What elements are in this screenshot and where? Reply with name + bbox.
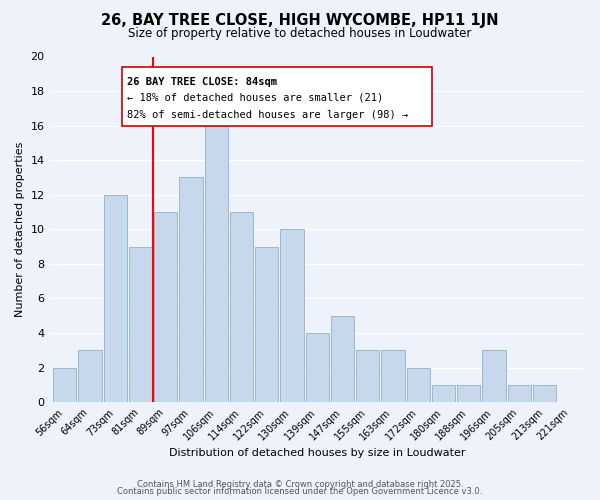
Bar (104, 195, 127, 402)
Bar (205, 108, 228, 402)
Bar (53, 368, 76, 402)
Bar (331, 316, 354, 402)
X-axis label: Distribution of detached houses by size in Loudwater: Distribution of detached houses by size … (169, 448, 466, 458)
Bar (382, 350, 404, 402)
Bar (255, 246, 278, 402)
Bar (482, 350, 506, 402)
Bar (457, 385, 481, 402)
Bar (407, 368, 430, 402)
Text: 82% of semi-detached houses are larger (98) →: 82% of semi-detached houses are larger (… (127, 110, 409, 120)
Bar (79, 350, 101, 402)
Bar (154, 212, 178, 402)
Text: ← 18% of detached houses are smaller (21): ← 18% of detached houses are smaller (21… (127, 93, 383, 103)
Text: 26, BAY TREE CLOSE, HIGH WYCOMBE, HP11 1JN: 26, BAY TREE CLOSE, HIGH WYCOMBE, HP11 1… (101, 12, 499, 28)
Bar (280, 230, 304, 402)
Y-axis label: Number of detached properties: Number of detached properties (15, 142, 25, 317)
Bar (230, 212, 253, 402)
Bar (179, 178, 203, 402)
Bar (356, 350, 379, 402)
Text: Size of property relative to detached houses in Loudwater: Size of property relative to detached ho… (128, 28, 472, 40)
Bar (432, 385, 455, 402)
Text: Contains public sector information licensed under the Open Government Licence v3: Contains public sector information licen… (118, 488, 482, 496)
Bar (305, 333, 329, 402)
Bar (508, 385, 531, 402)
Bar (533, 385, 556, 402)
Bar (129, 246, 152, 402)
Text: Contains HM Land Registry data © Crown copyright and database right 2025.: Contains HM Land Registry data © Crown c… (137, 480, 463, 489)
FancyBboxPatch shape (122, 67, 433, 126)
Text: 26 BAY TREE CLOSE: 84sqm: 26 BAY TREE CLOSE: 84sqm (127, 77, 277, 87)
